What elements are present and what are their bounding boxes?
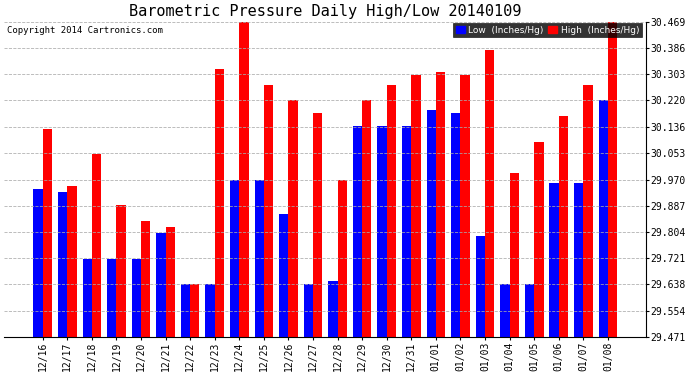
Bar [559,116,568,337]
Bar [67,186,77,337]
Bar [426,110,436,337]
Bar [279,214,288,337]
Bar [239,21,248,337]
Bar [264,85,273,337]
Bar [377,126,386,337]
Bar [534,142,544,337]
Bar [141,220,150,337]
Bar [460,75,470,337]
Legend: Low  (Inches/Hg), High  (Inches/Hg): Low (Inches/Hg), High (Inches/Hg) [453,23,642,38]
Bar [230,180,239,337]
Title: Barometric Pressure Daily High/Low 20140109: Barometric Pressure Daily High/Low 20140… [129,4,522,19]
Bar [255,180,264,337]
Bar [181,284,190,337]
Bar [117,205,126,337]
Bar [156,233,166,337]
Bar [362,100,371,337]
Bar [83,258,92,337]
Bar [206,284,215,337]
Bar [328,281,337,337]
Bar [574,183,583,337]
Bar [107,258,117,337]
Bar [58,192,67,337]
Bar [598,100,608,337]
Bar [436,72,445,337]
Bar [475,236,485,337]
Bar [132,258,141,337]
Bar [485,50,494,337]
Bar [451,113,460,337]
Bar [288,100,298,337]
Bar [549,183,559,337]
Bar [313,113,322,337]
Bar [190,284,199,337]
Bar [386,85,396,337]
Bar [411,75,421,337]
Bar [608,21,618,337]
Bar [402,126,411,337]
Bar [500,284,510,337]
Bar [92,154,101,337]
Bar [304,284,313,337]
Bar [510,173,519,337]
Text: Copyright 2014 Cartronics.com: Copyright 2014 Cartronics.com [8,27,164,36]
Bar [33,189,43,337]
Bar [215,69,224,337]
Bar [166,227,175,337]
Bar [525,284,534,337]
Bar [337,180,347,337]
Bar [43,129,52,337]
Bar [583,85,593,337]
Bar [353,126,362,337]
